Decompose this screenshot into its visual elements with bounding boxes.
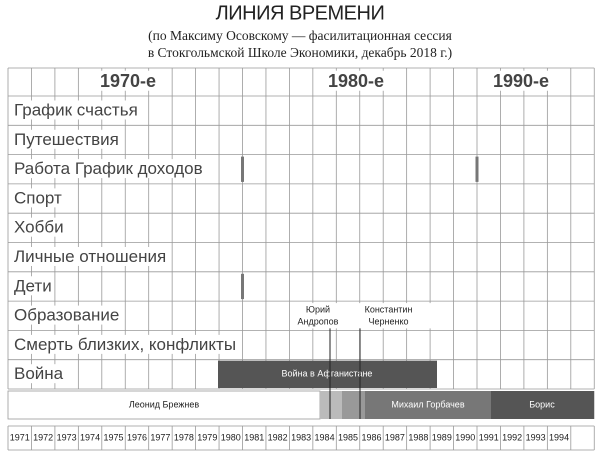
year-label: 1972 bbox=[33, 432, 53, 442]
leader-label: Борис bbox=[529, 399, 555, 409]
year-label: 1979 bbox=[197, 432, 217, 442]
year-label: 1975 bbox=[104, 432, 124, 442]
decade-label: 1990-е bbox=[493, 71, 549, 91]
year-label: 1976 bbox=[127, 432, 147, 442]
year-label: 1989 bbox=[432, 432, 452, 442]
row-label: Война bbox=[14, 364, 64, 383]
year-label: 1990 bbox=[455, 432, 475, 442]
annotation-label: Черненко bbox=[369, 316, 409, 326]
year-label: 1992 bbox=[502, 432, 522, 442]
label-bg bbox=[12, 276, 54, 296]
event-label: Война в Афганистане bbox=[282, 369, 373, 379]
label-bg bbox=[326, 70, 387, 91]
year-label: 1994 bbox=[549, 432, 569, 442]
annotation-label: Андропов bbox=[298, 316, 339, 326]
year-label: 1971 bbox=[10, 432, 30, 442]
row-label: График счастья bbox=[14, 100, 138, 119]
label-bg bbox=[491, 70, 552, 91]
row-label: Хобби bbox=[14, 218, 64, 237]
row-label: Работа График доходов bbox=[14, 159, 203, 178]
leader-label: Леонид Брежнев bbox=[129, 399, 199, 409]
year-label: 1981 bbox=[244, 432, 264, 442]
label-bg bbox=[12, 334, 239, 354]
leader-label: Михаил Горбачев bbox=[391, 399, 464, 409]
annotation-label: Юрий bbox=[306, 304, 330, 314]
year-label: 1985 bbox=[338, 432, 358, 442]
leader-bar bbox=[7, 390, 321, 420]
year-label: 1983 bbox=[291, 432, 311, 442]
annotation-box bbox=[345, 303, 432, 329]
decade-label: 1970-е bbox=[100, 71, 156, 91]
row-label: Смерть близких, конфликты bbox=[14, 335, 236, 354]
row-label: Образование bbox=[14, 306, 119, 325]
year-label: 1991 bbox=[479, 432, 499, 442]
label-bg bbox=[12, 100, 140, 120]
year-label: 1973 bbox=[57, 432, 77, 442]
label-bg bbox=[12, 246, 169, 266]
label-bg bbox=[98, 70, 159, 91]
year-label: 1977 bbox=[150, 432, 170, 442]
label-bg bbox=[12, 217, 66, 237]
event-bar bbox=[218, 360, 437, 388]
year-label: 1987 bbox=[385, 432, 405, 442]
leader-bar bbox=[320, 391, 342, 419]
year-label: 1974 bbox=[80, 432, 100, 442]
label-bg bbox=[12, 188, 65, 208]
annotation-label: Константин bbox=[365, 304, 413, 314]
subtitle: (по Максиму Осовскому — фасилитационная … bbox=[148, 28, 452, 43]
year-label: 1988 bbox=[408, 432, 428, 442]
label-bg bbox=[12, 305, 122, 325]
label-bg bbox=[12, 364, 66, 384]
year-label: 1986 bbox=[361, 432, 381, 442]
leader-bar bbox=[342, 391, 365, 419]
label-bg bbox=[12, 129, 121, 149]
row-label: Спорт bbox=[14, 188, 62, 207]
decade-label: 1980-е bbox=[328, 71, 384, 91]
year-label: 1993 bbox=[526, 432, 546, 442]
label-bg bbox=[12, 159, 205, 179]
subtitle: в Стокгольмской Школе Экономики, декабрь… bbox=[148, 45, 452, 60]
row-label: Дети bbox=[14, 276, 52, 295]
year-label: 1980 bbox=[221, 432, 241, 442]
row-label: Путешествия bbox=[14, 130, 119, 149]
row-label: Личные отношения bbox=[14, 247, 166, 266]
leader-bar bbox=[491, 391, 595, 419]
title: ЛИНИЯ ВРЕМЕНИ bbox=[216, 2, 385, 24]
annotation-box bbox=[290, 303, 346, 329]
year-label: 1984 bbox=[315, 432, 335, 442]
year-label: 1982 bbox=[268, 432, 288, 442]
leader-bar bbox=[365, 391, 491, 419]
year-label: 1978 bbox=[174, 432, 194, 442]
